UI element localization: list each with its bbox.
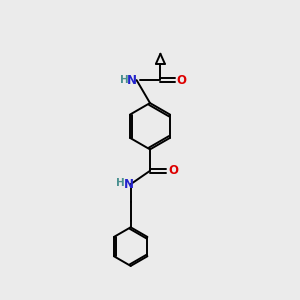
Text: H: H	[120, 75, 128, 85]
Text: H: H	[116, 178, 125, 188]
Text: N: N	[127, 74, 137, 87]
Text: O: O	[168, 164, 178, 177]
Text: O: O	[177, 74, 187, 87]
Text: N: N	[124, 178, 134, 191]
